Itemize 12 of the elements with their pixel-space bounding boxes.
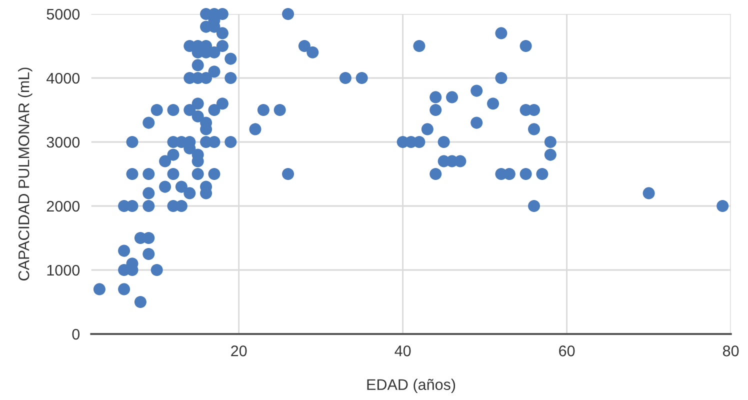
y-tick-label: 5000 [46,8,80,20]
y-axis-title: CAPACIDAD PULMONAR (mL) [18,68,32,280]
x-axis-title: EDAD (años) [367,378,456,394]
y-tick-label: 3000 [46,136,80,148]
y-tick-label: 2000 [46,200,80,212]
x-tick-label: 40 [394,346,411,356]
x-tick-label: 80 [722,346,739,356]
y-tick-label: 4000 [46,72,80,84]
x-tick-label: 20 [231,346,247,356]
x-tick-label: 60 [559,346,575,356]
y-tick-label: 1000 [47,264,80,276]
y-tick-label: 0 [72,328,80,340]
